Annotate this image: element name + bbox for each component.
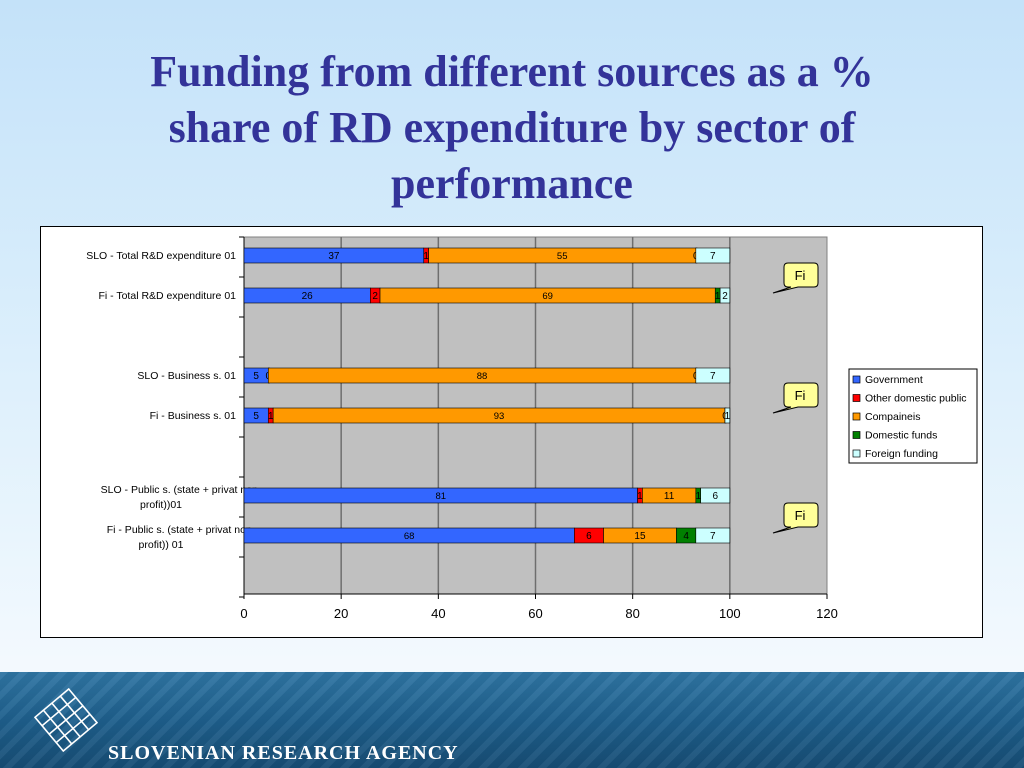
x-tick-label: 60 (528, 606, 542, 621)
agency-name: SLOVENIAN RESEARCH AGENCY (108, 742, 459, 764)
x-tick-label: 100 (719, 606, 741, 621)
legend-box (848, 368, 978, 464)
data-label: 1 (695, 491, 701, 502)
data-label: 26 (302, 291, 314, 302)
category-label: Fi - Public s. (state + privat non-profi… (107, 524, 256, 551)
data-label: 1 (637, 491, 643, 502)
data-label: 7 (710, 251, 716, 262)
category-label: Fi - Business s. 01 (150, 410, 237, 422)
callout-bubble (772, 502, 819, 534)
data-label: 1 (423, 251, 429, 262)
bar-segment (700, 487, 731, 504)
stacked-bar-chart: 0 20 40 60 80 100 120 SLO - Total R&D expenditu… (86, 236, 978, 621)
callout-bubble (772, 382, 819, 414)
legend-entry: Domestic funds (865, 430, 937, 442)
chart-area: 0 20 40 60 80 100 120 SLO - Total R&D expenditu… (40, 226, 983, 638)
data-label: 93 (494, 411, 505, 422)
x-tick-label: 80 (625, 606, 639, 621)
x-tick-label: 0 (240, 606, 247, 621)
data-label: 7 (710, 531, 716, 542)
bar-segment (724, 407, 731, 424)
legend-swatch (852, 431, 861, 439)
title-text: share of RD expenditure (168, 103, 639, 152)
bar-segment (695, 247, 731, 264)
legend-swatch (852, 375, 861, 384)
legend-entry: Other domestic public (865, 393, 967, 405)
data-label: 55 (557, 251, 568, 262)
data-label: 1 (715, 291, 721, 302)
bar-segment (719, 287, 731, 304)
data-label: 2 (722, 291, 728, 302)
data-label: 6 (712, 491, 718, 502)
bar-segment (695, 367, 731, 384)
title-text: of (807, 103, 856, 152)
slide-title: Funding from different sources as a % sh… (62, 44, 962, 212)
title-emphasis: different sources (423, 47, 736, 96)
data-label: 5 (253, 411, 259, 422)
title-line-3: performance (391, 159, 633, 208)
legend-swatch (852, 449, 861, 458)
data-label: 5 (253, 371, 259, 382)
title-line-1: Funding from different sources as a % (62, 44, 962, 100)
data-label: 1 (725, 411, 731, 422)
data-label: 7 (710, 371, 716, 382)
title-text: Funding from (150, 47, 424, 96)
data-label: 69 (542, 291, 553, 302)
category-label: Fi - Total R&D expenditure 01 (98, 290, 236, 302)
legend-swatch (852, 412, 861, 421)
data-label: 6 (586, 531, 592, 542)
category-label: SLO - Total R&D expenditure 01 (86, 250, 236, 262)
data-label: 1 (268, 411, 274, 422)
data-label: 15 (634, 531, 646, 542)
legend-entry: Foreign funding (865, 448, 938, 460)
legend-swatch (852, 394, 861, 402)
category-label: SLO - Business s. 01 (137, 370, 236, 382)
data-label: 37 (328, 251, 340, 262)
footer-band (0, 672, 1024, 768)
x-tick-label: 40 (431, 606, 445, 621)
footer-pattern (0, 672, 1024, 768)
data-label: 2 (372, 291, 378, 302)
legend-entry: Government (865, 374, 923, 386)
callout-label: Fi (795, 388, 806, 403)
category-label: SLO - Public s. (state + privat non-prof… (101, 484, 262, 511)
callout-bubble (772, 262, 819, 294)
bar-segment (695, 527, 731, 544)
data-label: 81 (435, 491, 446, 502)
title-emphasis: by sector (638, 103, 808, 152)
data-label: 88 (477, 371, 488, 382)
data-label: 11 (664, 491, 675, 502)
legend-entry: Compaineis (865, 411, 920, 423)
x-tick-label: 120 (816, 606, 838, 621)
title-text: as a % (735, 47, 874, 96)
x-tick-label: 20 (334, 606, 348, 621)
data-label: 4 (683, 531, 689, 542)
agency-logo-icon (34, 688, 98, 752)
callout-label: Fi (795, 268, 806, 283)
callout-label: Fi (795, 508, 806, 523)
title-line-2: share of RD expenditure by sector of (62, 100, 962, 156)
data-label: 68 (404, 531, 415, 542)
